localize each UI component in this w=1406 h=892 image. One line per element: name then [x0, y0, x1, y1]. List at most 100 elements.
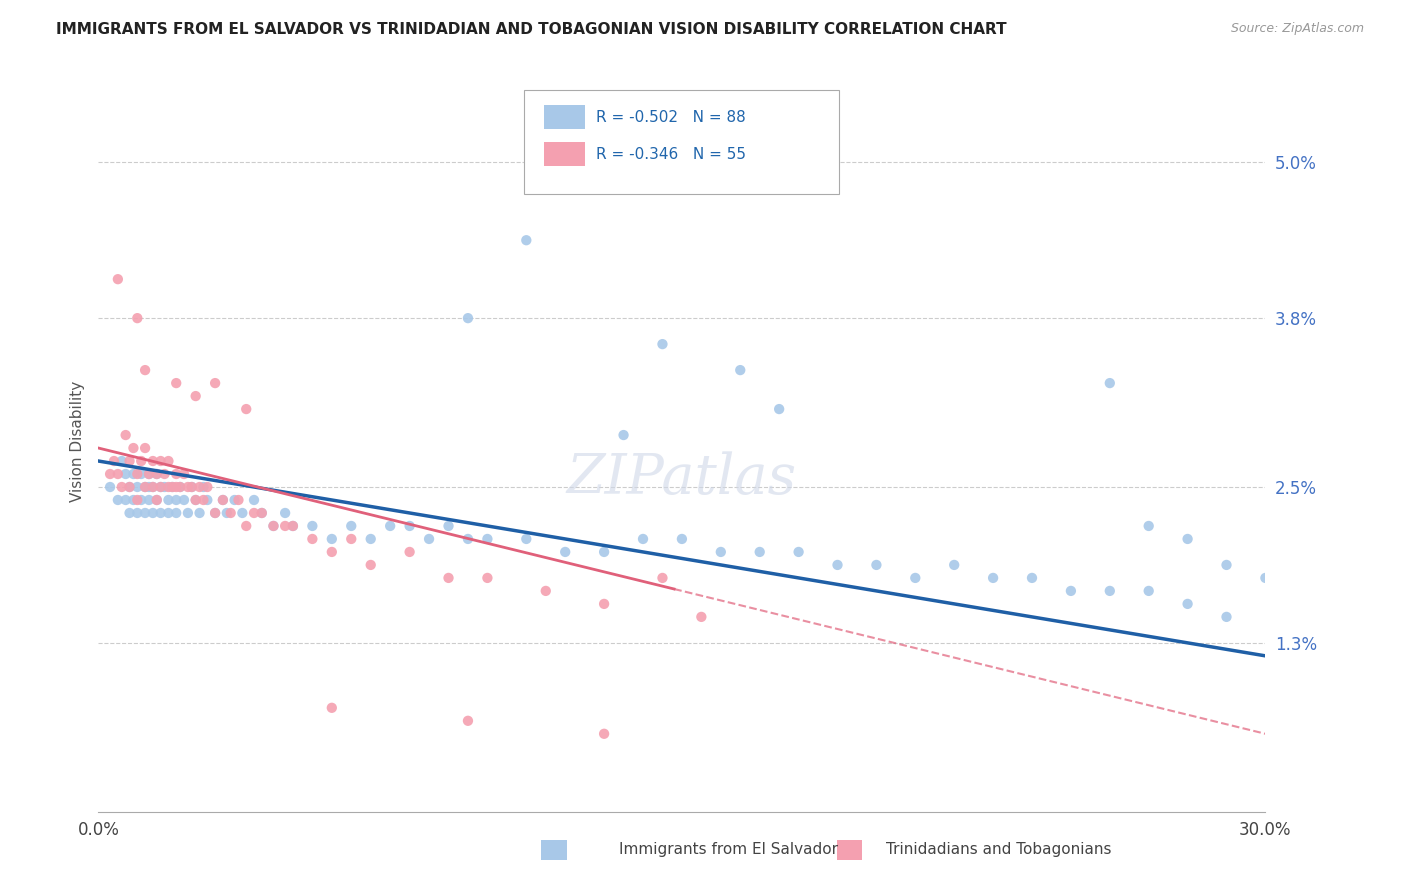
Point — [204, 506, 226, 520]
Point — [274, 519, 297, 533]
Text: R = -0.346   N = 55: R = -0.346 N = 55 — [596, 147, 745, 161]
Point — [149, 480, 172, 494]
Point — [1177, 532, 1199, 546]
Point — [554, 545, 576, 559]
FancyBboxPatch shape — [524, 90, 839, 194]
Point — [321, 545, 343, 559]
Point — [195, 493, 218, 508]
Point — [157, 493, 180, 508]
Point — [149, 480, 172, 494]
Point — [193, 493, 215, 508]
Point — [107, 467, 129, 481]
Point — [165, 376, 187, 390]
Point — [981, 571, 1004, 585]
Point — [134, 506, 156, 520]
Point — [235, 402, 257, 417]
Point — [457, 532, 479, 546]
Point — [98, 467, 121, 481]
Point — [188, 480, 211, 494]
Point — [477, 532, 499, 546]
Point — [710, 545, 733, 559]
Point — [134, 480, 156, 494]
Point — [398, 545, 420, 559]
Point — [215, 506, 238, 520]
Point — [165, 493, 187, 508]
Point — [127, 493, 149, 508]
Point — [157, 480, 180, 494]
Point — [631, 532, 654, 546]
Point — [593, 597, 616, 611]
Point — [204, 506, 226, 520]
Point — [127, 506, 149, 520]
Point — [153, 467, 176, 481]
Point — [122, 441, 145, 455]
Point — [228, 493, 250, 508]
Point — [165, 480, 187, 494]
FancyBboxPatch shape — [544, 105, 585, 129]
Point — [114, 493, 136, 508]
Point — [321, 701, 343, 715]
Point — [180, 480, 202, 494]
Point — [360, 532, 382, 546]
Point — [340, 519, 363, 533]
Point — [321, 532, 343, 546]
Point — [212, 493, 235, 508]
Point — [127, 467, 149, 481]
Point — [281, 519, 304, 533]
Point — [1098, 376, 1121, 390]
Point — [787, 545, 810, 559]
Point — [1137, 583, 1160, 598]
Point — [165, 467, 187, 481]
Point — [122, 467, 145, 481]
Point — [177, 506, 200, 520]
Point — [127, 311, 149, 326]
Point — [193, 480, 215, 494]
Point — [827, 558, 849, 572]
Point — [153, 480, 176, 494]
Point — [195, 480, 218, 494]
Point — [360, 558, 382, 572]
Point — [1021, 571, 1043, 585]
Point — [457, 311, 479, 326]
Point — [142, 506, 165, 520]
Point — [477, 571, 499, 585]
Point — [142, 480, 165, 494]
Point — [107, 272, 129, 286]
Point — [111, 480, 134, 494]
Point — [212, 493, 235, 508]
Point — [118, 480, 141, 494]
Point — [127, 480, 149, 494]
Point — [943, 558, 966, 572]
Point — [340, 532, 363, 546]
Text: ZIPatlas: ZIPatlas — [567, 451, 797, 506]
Point — [593, 727, 616, 741]
Point — [114, 467, 136, 481]
Point — [146, 467, 169, 481]
Point — [107, 493, 129, 508]
Point — [146, 493, 169, 508]
Point — [730, 363, 752, 377]
Point — [169, 480, 191, 494]
Point — [437, 571, 460, 585]
Point — [134, 363, 156, 377]
Point — [138, 467, 160, 481]
Point — [134, 480, 156, 494]
Point — [1098, 583, 1121, 598]
Point — [180, 480, 202, 494]
Point — [515, 532, 537, 546]
Point — [184, 493, 207, 508]
Point — [651, 571, 673, 585]
Point — [122, 493, 145, 508]
Point — [184, 493, 207, 508]
Point — [114, 428, 136, 442]
Point — [768, 402, 790, 417]
Point — [748, 545, 770, 559]
Point — [146, 467, 169, 481]
Point — [157, 506, 180, 520]
Point — [138, 493, 160, 508]
Point — [534, 583, 557, 598]
Point — [243, 493, 266, 508]
Point — [671, 532, 693, 546]
Point — [162, 480, 184, 494]
Point — [118, 480, 141, 494]
